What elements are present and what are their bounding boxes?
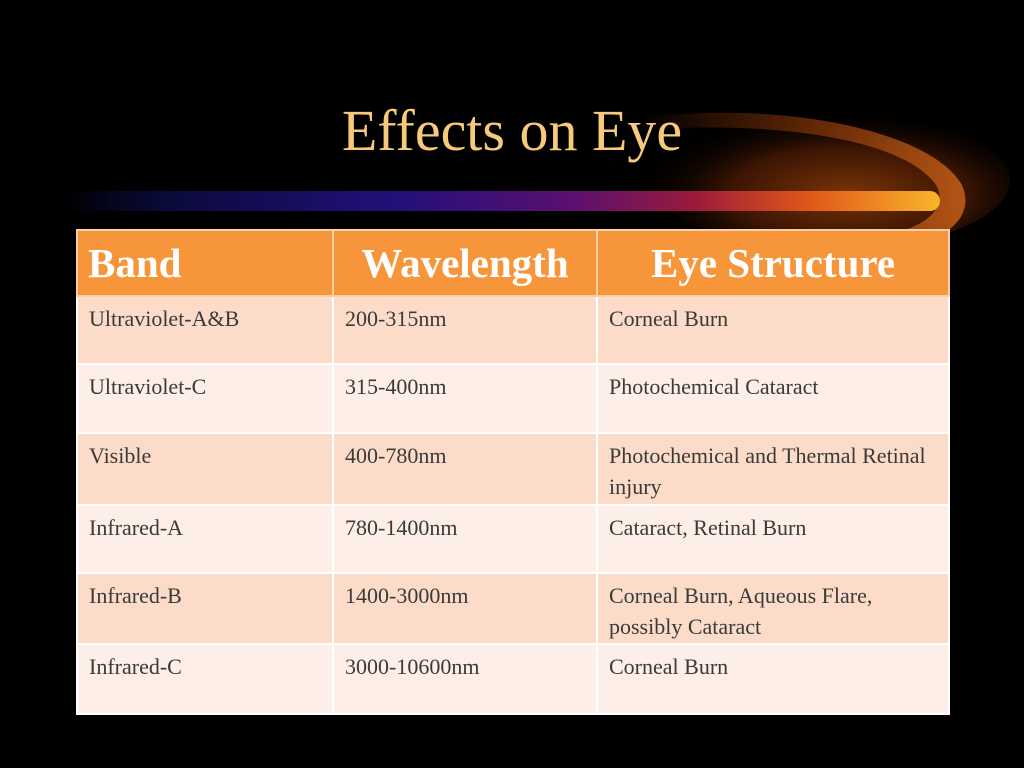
band-cell: Infrared-A <box>76 504 334 574</box>
eye-structure-cell: Corneal Burn, Aqueous Flare, possibly Ca… <box>596 572 950 645</box>
eye-structure-cell: Corneal Burn <box>596 295 950 365</box>
header-band: Band <box>76 229 334 297</box>
header-wavelength: Wavelength <box>332 229 598 297</box>
wavelength-cell: 3000-10600nm <box>332 643 598 715</box>
table-row: Visible 400-780nm Photochemical and Ther… <box>76 432 950 506</box>
wavelength-cell: 1400-3000nm <box>332 572 598 645</box>
eye-structure-cell: Corneal Burn <box>596 643 950 715</box>
table-row: Infrared-C 3000-10600nm Corneal Burn <box>76 643 950 715</box>
table-header-row: Band Wavelength Eye Structure <box>76 229 950 297</box>
wavelength-cell: 315-400nm <box>332 363 598 434</box>
wavelength-cell: 780-1400nm <box>332 504 598 574</box>
band-cell: Infrared-B <box>76 572 334 645</box>
wavelength-cell: 400-780nm <box>332 432 598 506</box>
wavelength-cell: 200-315nm <box>332 295 598 365</box>
table-row: Infrared-A 780-1400nm Cataract, Retinal … <box>76 504 950 574</box>
table-row: Infrared-B 1400-3000nm Corneal Burn, Aqu… <box>76 572 950 645</box>
slide-title: Effects on Eye <box>341 98 683 163</box>
effects-table: Band Wavelength Eye Structure Ultraviole… <box>76 229 950 715</box>
eye-structure-cell: Photochemical and Thermal Retinal injury <box>596 432 950 506</box>
decorative-swoosh <box>60 110 1010 250</box>
band-cell: Ultraviolet-A&B <box>76 295 334 365</box>
table-row: Ultraviolet-A&B 200-315nm Corneal Burn <box>76 295 950 365</box>
table-row: Ultraviolet-C 315-400nm Photochemical Ca… <box>76 363 950 434</box>
band-cell: Infrared-C <box>76 643 334 715</box>
eye-structure-cell: Cataract, Retinal Burn <box>596 504 950 574</box>
header-eye-structure: Eye Structure <box>596 229 950 297</box>
band-cell: Ultraviolet-C <box>76 363 334 434</box>
band-cell: Visible <box>76 432 334 506</box>
eye-structure-cell: Photochemical Cataract <box>596 363 950 434</box>
